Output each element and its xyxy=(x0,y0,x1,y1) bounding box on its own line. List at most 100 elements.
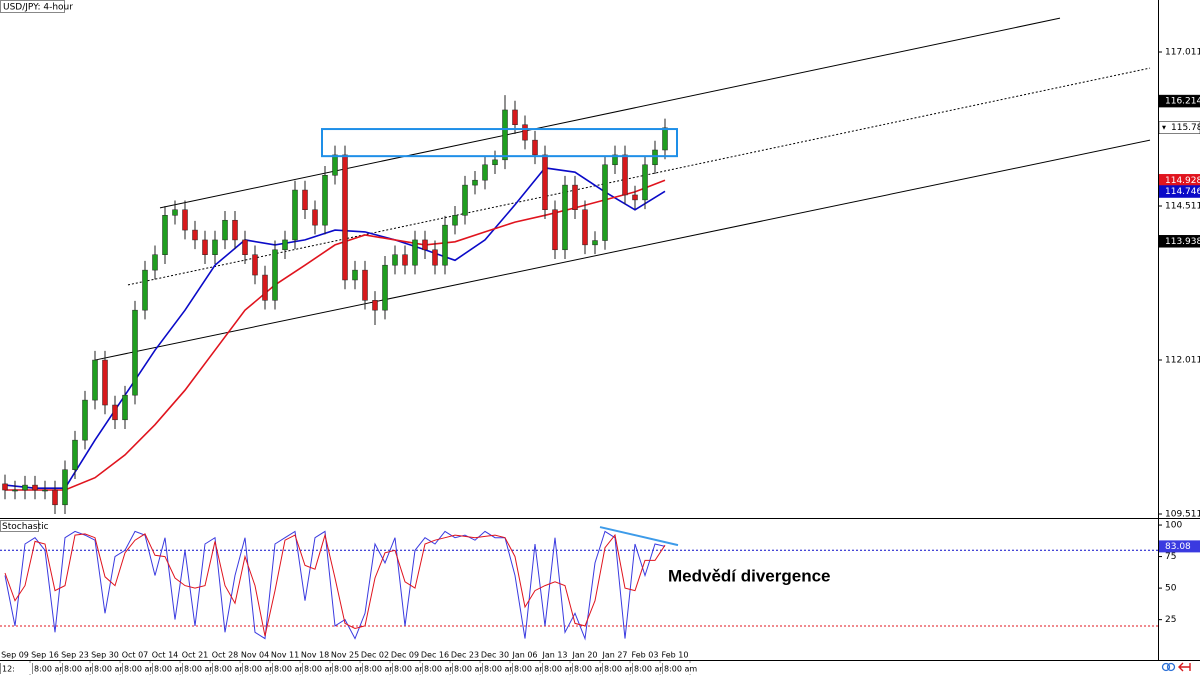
candle-body xyxy=(182,209,188,231)
candle-body xyxy=(212,239,218,255)
candle-body xyxy=(582,209,588,246)
x-tick-label: Jan 13 xyxy=(541,651,567,660)
time-label: 8:00 am xyxy=(544,665,577,674)
time-label: 8:00 am xyxy=(394,665,427,674)
x-tick-label: Sep 23 xyxy=(61,651,89,660)
oscillator-line xyxy=(4,533,666,637)
candle-body xyxy=(482,164,488,181)
candle-body xyxy=(152,254,158,271)
candle-body xyxy=(22,484,28,491)
time-label-bg xyxy=(153,663,187,674)
y-tick-label: 50 xyxy=(1165,584,1177,594)
resistance-box xyxy=(321,128,678,158)
icon xyxy=(1161,662,1171,672)
time-label: 8:00 am xyxy=(424,665,457,674)
y-tick-label: 109.511 xyxy=(1165,509,1200,519)
time-label: 8:00 am xyxy=(94,665,127,674)
candle-body xyxy=(412,239,418,266)
x-tick-label: Dec 30 xyxy=(481,651,509,660)
candle-body xyxy=(322,175,328,226)
candle-body xyxy=(52,489,58,506)
time-label-bg xyxy=(93,663,127,674)
x-tick-label: Oct 14 xyxy=(152,651,179,660)
time-label: 8:00 am xyxy=(244,665,277,674)
candle-body xyxy=(222,219,228,241)
time-label-bg xyxy=(603,663,637,674)
y-tick-label: 117.011 xyxy=(1165,47,1200,57)
title-box xyxy=(0,0,65,13)
divergence-line xyxy=(599,526,679,547)
candle-body xyxy=(372,300,378,311)
x-tick-label: Nov 04 xyxy=(241,651,269,660)
candle-body xyxy=(102,359,108,406)
candle-body xyxy=(292,189,298,241)
price-arrow xyxy=(1162,125,1166,130)
candle-body xyxy=(542,154,548,211)
candle-body xyxy=(402,254,408,266)
channel-line xyxy=(159,17,1061,209)
x-tick-label: Oct 07 xyxy=(122,651,149,660)
candle-body xyxy=(622,154,628,196)
pane-title: Stochastic xyxy=(2,522,49,532)
time-label-bg xyxy=(483,663,517,674)
x-tick-label: Dec 23 xyxy=(451,651,479,660)
time-label: 8:00 am xyxy=(334,665,367,674)
candle-body xyxy=(572,184,578,211)
candle-body xyxy=(452,215,458,226)
y-tick-label: 100 xyxy=(1165,521,1182,531)
candle-body xyxy=(302,189,308,211)
time-label-bg xyxy=(1,663,35,674)
candle-body xyxy=(492,159,498,166)
time-label-bg xyxy=(333,663,367,674)
icon xyxy=(1178,662,1191,672)
candle-body xyxy=(242,239,248,255)
x-tick-label: Jan 20 xyxy=(571,651,597,660)
candle-body xyxy=(332,154,338,176)
candle-body xyxy=(522,124,528,141)
time-label-bg xyxy=(543,663,577,674)
y-tick-label: 112.011 xyxy=(1165,355,1200,365)
x-tick-label: Dec 02 xyxy=(361,651,389,660)
time-label: 8:00 am xyxy=(34,665,67,674)
candle-body xyxy=(32,484,38,491)
candle-body xyxy=(202,239,208,255)
x-tick-label: Sep 09 xyxy=(1,651,29,660)
time-label-bg xyxy=(183,663,217,674)
stochastic-pane: 25 50 75 100 83.08 xyxy=(0,521,1200,641)
x-tick-label: Dec 09 xyxy=(391,651,419,660)
time-label: 8:00 am xyxy=(634,665,667,674)
x-tick-label: Nov 25 xyxy=(331,651,359,660)
value-label: 83.08 xyxy=(1165,542,1191,552)
price-label: 113.938 xyxy=(1165,237,1200,247)
candle-body xyxy=(262,274,268,301)
time-label: 8:00 am xyxy=(454,665,487,674)
time-label: 8:00 am xyxy=(304,665,337,674)
candle-body xyxy=(342,154,348,281)
y-tick-label: 75 xyxy=(1165,552,1176,562)
time-label-bg xyxy=(633,663,667,674)
y-tick-label: 25 xyxy=(1165,615,1176,625)
price-label: 115.782 xyxy=(1171,123,1200,133)
x-tick-label: Sep 30 xyxy=(91,651,119,660)
time-label: 8:00 am xyxy=(484,665,517,674)
x-tick-label: Feb 03 xyxy=(632,651,659,660)
time-label: 8:00 am xyxy=(574,665,607,674)
time-label-bg xyxy=(423,663,457,674)
candle-body xyxy=(392,254,398,266)
candle-body xyxy=(552,209,558,251)
candle-body xyxy=(562,184,568,251)
x-tick-label: Jan 06 xyxy=(511,651,537,660)
candle-body xyxy=(232,219,238,241)
candle-body xyxy=(382,264,388,311)
y-tick-label: 114.511 xyxy=(1165,201,1200,211)
time-label-bg xyxy=(363,663,397,674)
candle-body xyxy=(122,394,128,421)
time-label-bg xyxy=(393,663,427,674)
candle-body xyxy=(72,439,78,470)
time-label-bg xyxy=(303,663,337,674)
candle-body xyxy=(112,404,118,421)
candle-body xyxy=(352,269,358,281)
candle-body xyxy=(272,249,278,301)
